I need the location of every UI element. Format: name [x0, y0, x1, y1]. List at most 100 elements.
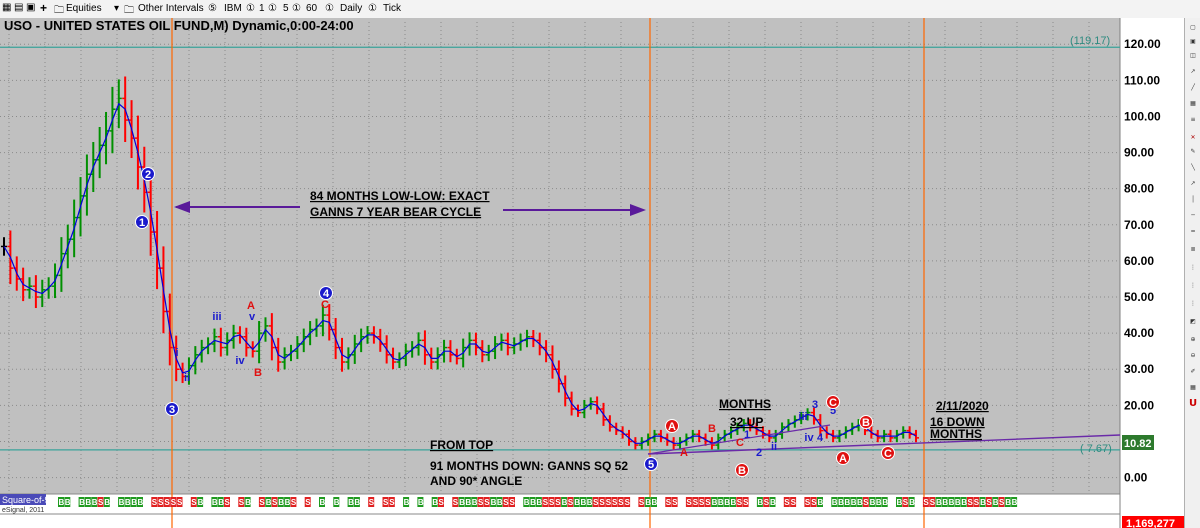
- y-tick-label: 80.00: [1124, 182, 1154, 196]
- sell-signal: [382, 497, 389, 507]
- sell-signal: [638, 497, 645, 507]
- signal-letter: S: [484, 498, 490, 507]
- interval-1[interactable]: 1: [259, 3, 265, 14]
- y-tick-label: 50.00: [1124, 290, 1154, 304]
- zoom-icon[interactable]: ◫: [1190, 52, 1196, 59]
- signal-letter: B: [348, 498, 354, 507]
- magnify-icon[interactable]: ⊕: [1190, 336, 1196, 343]
- interval-tick[interactable]: Tick: [383, 3, 401, 14]
- wave-label: ii: [771, 441, 777, 453]
- sell-signal: [238, 497, 245, 507]
- sell-signal: [783, 497, 790, 507]
- sell-signal: [736, 497, 743, 507]
- months-down-note-line1: 91 MONTHS DOWN: GANNS SQ 52: [430, 459, 628, 473]
- open-icon[interactable]: ▤: [14, 2, 24, 13]
- signal-letter: B: [465, 498, 471, 507]
- signal-letter: B: [524, 498, 530, 507]
- signal-letter: S: [164, 498, 170, 507]
- signal-letter: B: [354, 498, 360, 507]
- interval-60[interactable]: 60: [306, 3, 318, 14]
- signal-letter: B: [138, 498, 144, 507]
- signal-letter: S: [225, 498, 231, 507]
- buy-signal: [496, 497, 503, 507]
- sell-signal: [567, 497, 574, 507]
- signal-letter: B: [536, 498, 542, 507]
- sell-signal: [862, 497, 869, 507]
- signal-letter: S: [510, 498, 516, 507]
- equities-menu[interactable]: Equities: [66, 3, 102, 14]
- new-chart-icon[interactable]: ▦: [2, 2, 12, 13]
- signal-letter: S: [693, 498, 699, 507]
- buy-signal: [573, 497, 580, 507]
- table-icon[interactable]: ▦: [1190, 384, 1196, 391]
- signal-letter: B: [119, 498, 125, 507]
- chevron-down-icon[interactable]: ▾: [114, 3, 120, 14]
- crosshair-icon[interactable]: ▣: [1190, 38, 1196, 45]
- y-tick-label: 70.00: [1124, 218, 1154, 232]
- signal-letter: B: [870, 498, 876, 507]
- save-icon[interactable]: ▣: [26, 2, 36, 13]
- vertical-line-icon[interactable]: │: [1191, 196, 1195, 203]
- moving-average-line: [3, 102, 917, 444]
- signal-letter: S: [863, 498, 869, 507]
- add-icon[interactable]: +: [40, 1, 48, 15]
- signal-letter: S: [625, 498, 631, 507]
- sell-signal: [692, 497, 699, 507]
- text-icon[interactable]: ≡: [1190, 116, 1196, 123]
- sell-signal: [698, 497, 705, 507]
- trendline-icon[interactable]: ╱: [1191, 84, 1195, 91]
- buy-signal: [856, 497, 863, 507]
- signal-letter: S: [686, 498, 692, 507]
- price-axis: 120.00 110.00 100.00 90.00 80.00 70.00 60.00 50…: [1124, 37, 1161, 484]
- volume-badge: [1122, 516, 1184, 528]
- signal-letter: B: [770, 498, 776, 507]
- signal-letter: B: [125, 498, 131, 507]
- pencil-icon[interactable]: ✎: [1190, 148, 1196, 155]
- delete-icon[interactable]: ✕: [1190, 134, 1196, 141]
- gann-icon[interactable]: ◩: [1190, 318, 1196, 325]
- grid-icon[interactable]: ▦: [1190, 100, 1196, 107]
- interval-5[interactable]: 5: [283, 3, 289, 14]
- ray-icon[interactable]: ↗: [1190, 180, 1196, 187]
- signal-letter: S: [705, 498, 711, 507]
- wave-label: A: [668, 421, 676, 433]
- interval-ibm[interactable]: IBM: [224, 3, 242, 14]
- signal-letter: B: [404, 498, 410, 507]
- buy-signal: [992, 497, 999, 507]
- price-chart[interactable]: 84 MONTHS LOW-LOW: EXACT GANNS 7 YEAR BE…: [0, 18, 1200, 528]
- buy-signal: [137, 497, 143, 507]
- signal-letter: S: [999, 498, 1005, 507]
- signal-letter: S: [968, 498, 974, 507]
- brush-icon[interactable]: ✐: [1190, 368, 1196, 375]
- pointer-icon[interactable]: ↗: [1190, 68, 1196, 75]
- buy-signal: [831, 497, 838, 507]
- line-icon[interactable]: ╲: [1191, 164, 1195, 171]
- channel-icon[interactable]: ═: [1191, 228, 1195, 235]
- fib-ext-icon[interactable]: ⋮: [1190, 282, 1196, 289]
- trend-line: [647, 434, 1121, 455]
- other-intervals-menu[interactable]: Other Intervals: [138, 3, 204, 14]
- signal-letter: S: [593, 498, 599, 507]
- sell-signal: [790, 497, 797, 507]
- signal-letter: S: [543, 498, 549, 507]
- horizontal-line-icon[interactable]: ─: [1191, 212, 1195, 219]
- signal-letter: S: [791, 498, 797, 507]
- interval-daily[interactable]: Daily: [340, 3, 363, 14]
- sell-signal: [810, 497, 817, 507]
- signal-letter: B: [285, 498, 291, 507]
- fib-time-icon[interactable]: ⋮: [1190, 300, 1196, 307]
- fib-icon[interactable]: ≣: [1190, 246, 1196, 253]
- fib-retrace-icon[interactable]: ⋮: [1190, 264, 1196, 271]
- buy-signal: [948, 497, 955, 507]
- y-tick-label: 120.00: [1124, 37, 1161, 51]
- signal-letter: S: [549, 498, 555, 507]
- buy-signal: [730, 497, 736, 507]
- cursor-icon[interactable]: ▢: [1190, 24, 1196, 31]
- sell-signal: [617, 497, 624, 507]
- sell-signal: [509, 497, 515, 507]
- magnify-out-icon[interactable]: ⊖: [1190, 352, 1196, 359]
- signal-letter: S: [191, 498, 197, 507]
- u-icon[interactable]: U: [1188, 398, 1198, 409]
- sell-signal: [763, 497, 770, 507]
- buy-signal: [941, 497, 948, 507]
